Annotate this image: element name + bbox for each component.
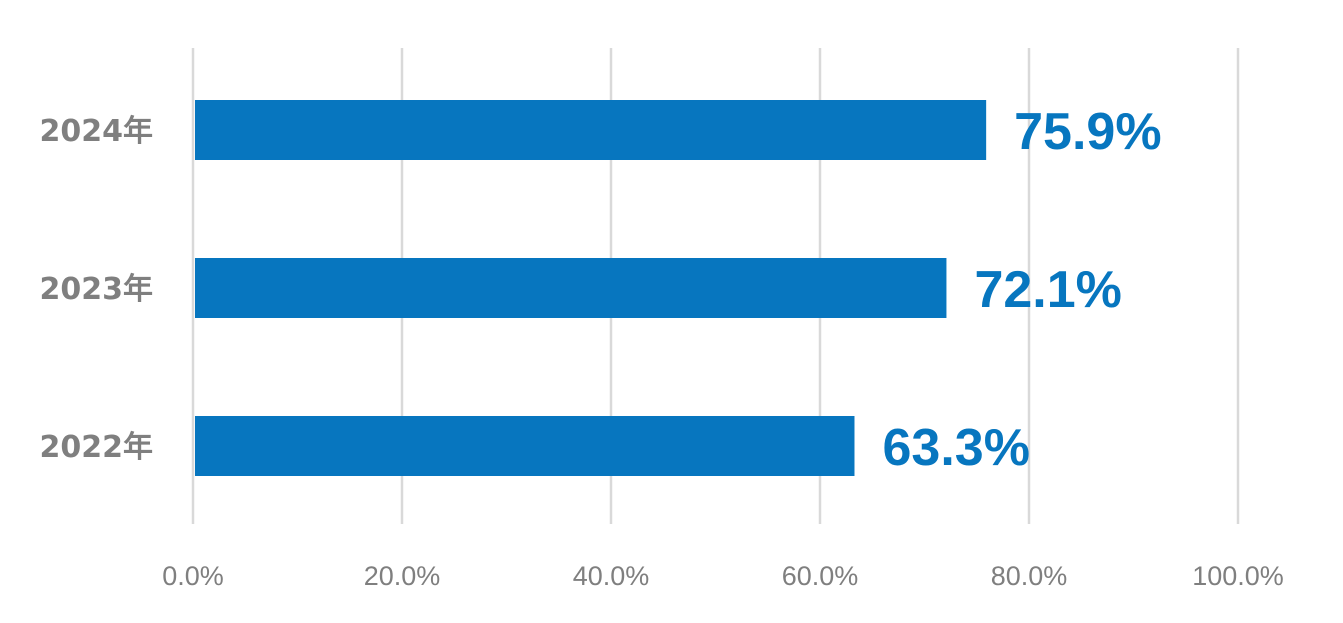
category-label: 2022年 <box>40 430 154 465</box>
x-tick-label: 0.0% <box>162 561 224 591</box>
data-labels: 75.9% 72.1% 63.3% <box>882 103 1161 477</box>
category-axis: 2024年 2023年 2022年 <box>40 114 154 465</box>
x-tick-label: 100.0% <box>1192 561 1284 591</box>
bar <box>195 416 855 476</box>
bars <box>195 100 987 476</box>
value-axis: 0.0% 20.0% 40.0% 60.0% 80.0% 100.0% <box>162 561 1284 591</box>
x-tick-label: 40.0% <box>573 561 650 591</box>
x-tick-label: 20.0% <box>364 561 441 591</box>
x-tick-label: 80.0% <box>991 561 1068 591</box>
data-label: 75.9% <box>1014 103 1161 161</box>
data-label: 72.1% <box>974 261 1121 319</box>
data-label: 63.3% <box>882 419 1029 477</box>
bar <box>195 258 947 318</box>
bar <box>195 100 987 160</box>
category-label: 2023年 <box>40 272 154 307</box>
x-tick-label: 60.0% <box>782 561 859 591</box>
category-label: 2024年 <box>40 114 154 149</box>
